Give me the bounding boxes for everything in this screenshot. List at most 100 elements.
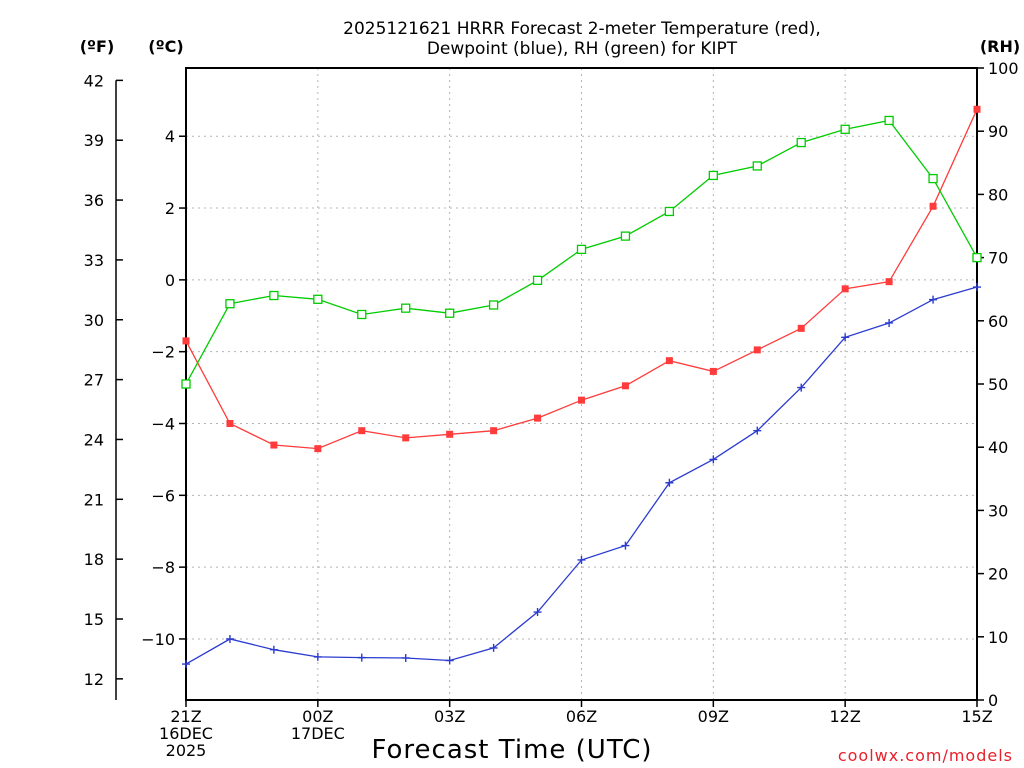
series xyxy=(181,105,982,669)
dewpoint-point xyxy=(973,283,981,292)
x-tick-label: 03Z xyxy=(434,707,465,726)
temperature-point xyxy=(709,367,717,375)
credit-link[interactable]: coolwx.com/models xyxy=(838,746,1013,765)
temperature-point xyxy=(226,420,234,427)
dewpoint-point xyxy=(533,608,542,617)
celsius-tick-label: 4 xyxy=(165,127,175,146)
celsius-tick-label: −8 xyxy=(151,558,175,577)
x-tick-label: 21Z xyxy=(170,707,201,726)
celsius-tick-label: −10 xyxy=(141,630,175,649)
fahrenheit-tick-label: 12 xyxy=(84,670,104,689)
fahrenheit-tick-label: 42 xyxy=(84,71,104,90)
dewpoint-point xyxy=(929,295,938,304)
temperature-point xyxy=(578,396,585,404)
temperature-point xyxy=(885,278,893,286)
rh-point xyxy=(576,244,587,255)
rh-point xyxy=(401,303,411,313)
temperature-point xyxy=(270,441,278,449)
dewpoint-point xyxy=(269,645,278,654)
temperature-point xyxy=(973,105,981,113)
rh-point xyxy=(972,252,982,263)
celsius-axis: −10 −8 −6 −4 −2 0 2 4 xyxy=(141,127,186,649)
fahrenheit-axis: 12 15 18 21 24 27 30 33 36 39 42 xyxy=(84,71,123,700)
fahrenheit-unit-label: (ºF) xyxy=(80,37,115,56)
rh-point xyxy=(664,206,675,217)
rh-point xyxy=(225,299,235,309)
rh-tick-label: 80 xyxy=(988,185,1008,204)
chart-title-line-2: Dewpoint (blue), RH (green) for KIPT xyxy=(427,39,738,59)
temperature-point xyxy=(358,427,366,435)
x-axis-title: Forecast Time (UTC) xyxy=(371,735,652,765)
celsius-tick-label: −4 xyxy=(151,415,175,434)
temperature-point xyxy=(490,427,498,435)
chart-title-line-1: 2025121621 HRRR Forecast 2-meter Tempera… xyxy=(343,19,821,39)
rh-point xyxy=(840,124,850,134)
celsius-tick-label: −6 xyxy=(151,486,175,505)
fahrenheit-tick-label: 15 xyxy=(84,610,104,629)
fahrenheit-tick-label: 39 xyxy=(84,131,104,150)
dewpoint-point xyxy=(621,541,630,550)
temperature-point xyxy=(182,337,190,345)
dewpoint-point xyxy=(885,318,894,327)
dewpoint-point xyxy=(841,333,850,342)
rh-point xyxy=(488,300,499,310)
temperature-point xyxy=(402,434,410,442)
dewpoint-point xyxy=(401,653,410,662)
x-tick-label: 15Z xyxy=(961,707,992,726)
rh-point xyxy=(928,173,938,184)
temperature-point xyxy=(929,202,937,210)
rh-point xyxy=(884,115,894,126)
temperature-point xyxy=(446,430,454,438)
celsius-tick-label: 2 xyxy=(165,199,175,218)
dewpoint-point xyxy=(313,652,322,661)
x-tick-label: 00Z xyxy=(302,707,333,726)
rh-point xyxy=(796,137,806,148)
rh-point xyxy=(752,161,762,171)
rh-tick-label: 20 xyxy=(988,565,1008,584)
dewpoint-point xyxy=(225,634,234,643)
dewpoint-line xyxy=(185,286,978,665)
grid-lines xyxy=(186,68,977,700)
dewpoint-point xyxy=(577,555,586,564)
axes xyxy=(185,67,978,701)
rh-point xyxy=(181,379,191,389)
rh-point xyxy=(313,294,323,304)
rh-axis: 0 10 20 30 40 50 60 70 80 90 100 xyxy=(977,59,1019,710)
rh-point xyxy=(445,308,455,318)
temperature-point xyxy=(665,357,673,365)
rh-tick-label: 40 xyxy=(988,438,1008,457)
rh-point xyxy=(357,309,367,320)
celsius-tick-label: 0 xyxy=(165,271,175,290)
rh-tick-label: 50 xyxy=(988,375,1008,394)
fahrenheit-tick-label: 27 xyxy=(84,371,104,390)
temperature-point xyxy=(314,445,322,453)
fahrenheit-tick-label: 24 xyxy=(84,430,104,449)
dewpoint-point xyxy=(182,660,190,669)
dewpoint-point xyxy=(489,643,498,652)
plot-frame xyxy=(185,67,978,701)
rh-point xyxy=(269,290,279,301)
rh-unit-label: (RH) xyxy=(980,37,1020,56)
dewpoint-point xyxy=(357,653,366,662)
rh-point xyxy=(708,170,718,181)
dewpoint-point xyxy=(797,383,806,392)
temperature-point xyxy=(534,414,542,422)
x-tick-label: 16DEC xyxy=(159,724,213,743)
x-tick-label: 09Z xyxy=(698,707,729,726)
celsius-unit-label: (ºC) xyxy=(148,37,183,56)
rh-tick-label: 70 xyxy=(988,249,1008,268)
fahrenheit-tick-label: 21 xyxy=(84,490,104,509)
temperature-point xyxy=(797,324,805,332)
fahrenheit-tick-label: 33 xyxy=(84,251,104,270)
rh-point xyxy=(620,231,631,241)
dewpoint-point xyxy=(753,426,762,435)
dewpoint-point xyxy=(445,656,454,665)
fahrenheit-tick-label: 18 xyxy=(84,550,104,569)
fahrenheit-tick-label: 36 xyxy=(84,191,104,210)
rh-tick-label: 10 xyxy=(988,628,1008,647)
fahrenheit-tick-label: 30 xyxy=(84,311,104,330)
temperature-point xyxy=(841,285,849,293)
x-tick-label: 2025 xyxy=(166,741,207,760)
